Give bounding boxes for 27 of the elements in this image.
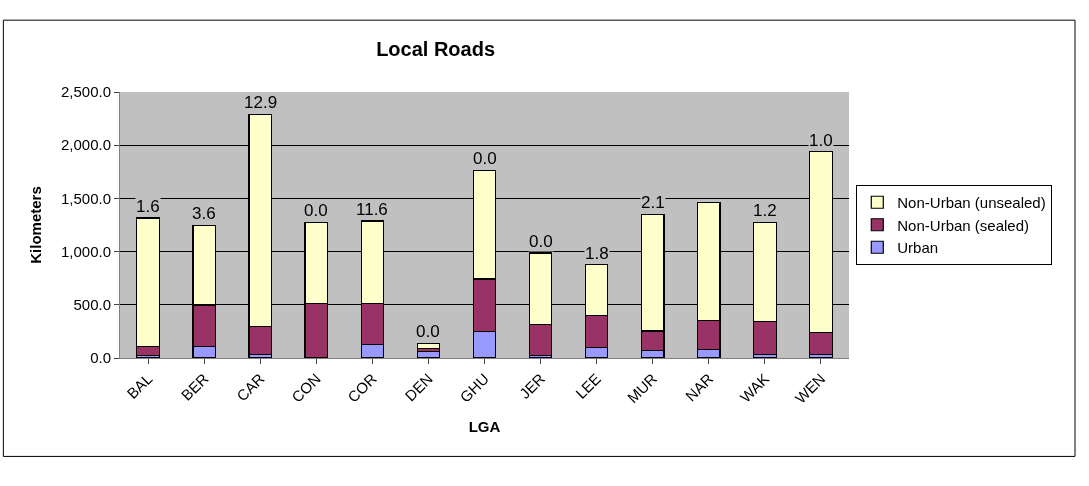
- bar: [416, 342, 441, 350]
- y-tick-label: 2,500.0: [60, 83, 111, 101]
- annotation: 12.9: [244, 93, 278, 112]
- y-tick-label: 1,000.0: [60, 242, 111, 260]
- chart-title: Local Roads: [376, 37, 496, 60]
- annotation: 1.0: [809, 131, 833, 150]
- annotation: 0.0: [304, 201, 328, 220]
- annotation: 1.6: [136, 197, 160, 216]
- y-tick-label: 2,000.0: [60, 136, 111, 154]
- y-tick-label: 500.0: [73, 296, 111, 314]
- annotation: 3.6: [192, 204, 216, 223]
- annotation: 0.0: [529, 232, 553, 251]
- annotation: 11.6: [356, 200, 388, 219]
- y-axis-title: Kilometers: [27, 186, 45, 264]
- x-axis-title: LGA: [468, 417, 501, 435]
- legend-label: Non-Urban (sealed): [897, 216, 1030, 234]
- x-tick-label: BAL: [123, 369, 156, 402]
- legend-label: Urban: [897, 239, 939, 257]
- annotation: 0.0: [416, 322, 440, 341]
- annotation: 2.1: [641, 193, 665, 212]
- annotation: 0.0: [473, 149, 497, 168]
- x-tick-label: JER: [515, 369, 549, 402]
- y-tick-label: 0.0: [90, 349, 111, 367]
- legend-label: Non-Urban (unsealed): [897, 194, 1046, 212]
- annotation: 1.2: [753, 201, 777, 220]
- annotation: 1.8: [585, 244, 609, 263]
- y-tick-label: 1,500.0: [60, 189, 111, 207]
